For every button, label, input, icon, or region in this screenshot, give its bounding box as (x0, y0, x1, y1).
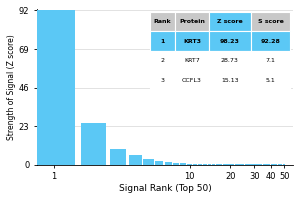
Bar (173, 163, 179, 165)
Bar (203, 164, 207, 165)
Bar (129, 155, 142, 165)
Bar (266, 164, 267, 165)
X-axis label: Signal Rank (Top 50): Signal Rank (Top 50) (118, 184, 212, 193)
Bar (269, 164, 270, 165)
Bar (165, 162, 172, 165)
Bar (275, 164, 276, 165)
Bar (264, 164, 266, 165)
Bar (251, 164, 253, 165)
Bar (212, 164, 215, 165)
Bar (271, 164, 272, 165)
Bar (272, 164, 273, 165)
Bar (110, 149, 126, 165)
Bar (242, 164, 244, 165)
Bar (219, 164, 222, 165)
Bar (268, 164, 269, 165)
Bar (216, 164, 219, 165)
Bar (155, 161, 164, 165)
Bar (255, 164, 257, 165)
Bar (21, 10, 75, 165)
Bar (262, 164, 264, 165)
Bar (240, 164, 242, 165)
Bar (187, 164, 192, 165)
Bar (276, 164, 278, 165)
Bar (281, 164, 282, 165)
Bar (259, 164, 261, 165)
Bar (245, 164, 247, 165)
Y-axis label: Strength of Signal (Z score): Strength of Signal (Z score) (7, 34, 16, 140)
Bar (143, 159, 154, 165)
Bar (249, 164, 251, 165)
Bar (235, 164, 237, 165)
Bar (193, 164, 197, 165)
Bar (278, 164, 279, 165)
Bar (254, 164, 255, 165)
Bar (229, 164, 232, 165)
Bar (198, 164, 202, 165)
Bar (284, 164, 285, 165)
Bar (238, 164, 240, 165)
Bar (279, 164, 280, 165)
Bar (181, 163, 186, 165)
Bar (280, 164, 281, 165)
Bar (208, 164, 211, 165)
Bar (247, 164, 249, 165)
Bar (81, 123, 106, 165)
Bar (223, 164, 226, 165)
Bar (257, 164, 259, 165)
Bar (226, 164, 229, 165)
Bar (232, 164, 234, 165)
Bar (273, 164, 274, 165)
Bar (261, 164, 262, 165)
